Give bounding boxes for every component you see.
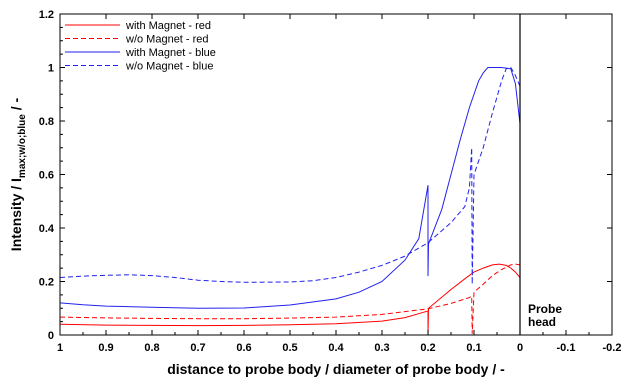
series-line: [59, 67, 521, 309]
y-tick-label: 0.2: [39, 277, 54, 289]
x-tick-label: 0.3: [374, 342, 389, 354]
y-tick-label: 1.2: [39, 9, 54, 21]
y-tick-label: 0.4: [39, 223, 55, 235]
legend-entry-label: w/o Magnet - blue: [125, 61, 213, 73]
x-tick-label: 0: [517, 342, 523, 354]
x-tick-label: 0.9: [98, 342, 113, 354]
x-tick-label: 1: [57, 342, 63, 354]
series-layer: [59, 66, 521, 336]
x-tick-label: 0.1: [466, 342, 481, 354]
legend-entry-label: w/o Magnet - red: [125, 34, 209, 46]
y-tick-label: 1: [48, 63, 54, 75]
y-tick-label: 0.6: [39, 170, 54, 182]
x-tick-label: 0.2: [420, 342, 435, 354]
x-tick-label: 0.6: [236, 342, 251, 354]
y-axis-label-prefix: Intensity / I: [8, 178, 24, 251]
y-tick-label: 0: [48, 330, 54, 342]
x-tick-label: -0.1: [557, 342, 576, 354]
y-axis-label-subscript: max;w/o;blue: [17, 114, 28, 178]
y-tick-label: 0.8: [39, 116, 54, 128]
y-axis-label-suffix: / -: [8, 97, 24, 114]
x-tick-label: 0.5: [282, 342, 297, 354]
legend-entry-label: with Magnet - blue: [125, 47, 216, 59]
series-line: [59, 263, 521, 334]
y-axis-label: Intensity / Imax;w/o;blue / -: [8, 97, 28, 251]
probe-head-annotation: Probe: [528, 302, 562, 316]
axis-layer: 1 0.9 0.8 0.7 0.6 0.5 0.4 0.3 0.2 0.1 0 -0.1 -0.2 0 0.…: [39, 9, 621, 354]
x-tick-label: 0.4: [328, 342, 344, 354]
probe-head-annotation: head: [528, 315, 556, 329]
x-tick-label: 0.7: [190, 342, 205, 354]
legend-entry-label: with Magnet - red: [125, 20, 211, 32]
x-axis-label: distance to probe body / diameter of pro…: [167, 361, 505, 377]
x-tick-label: -0.2: [603, 342, 621, 354]
series-line: [59, 66, 521, 285]
x-tick-label: 0.8: [144, 342, 159, 354]
